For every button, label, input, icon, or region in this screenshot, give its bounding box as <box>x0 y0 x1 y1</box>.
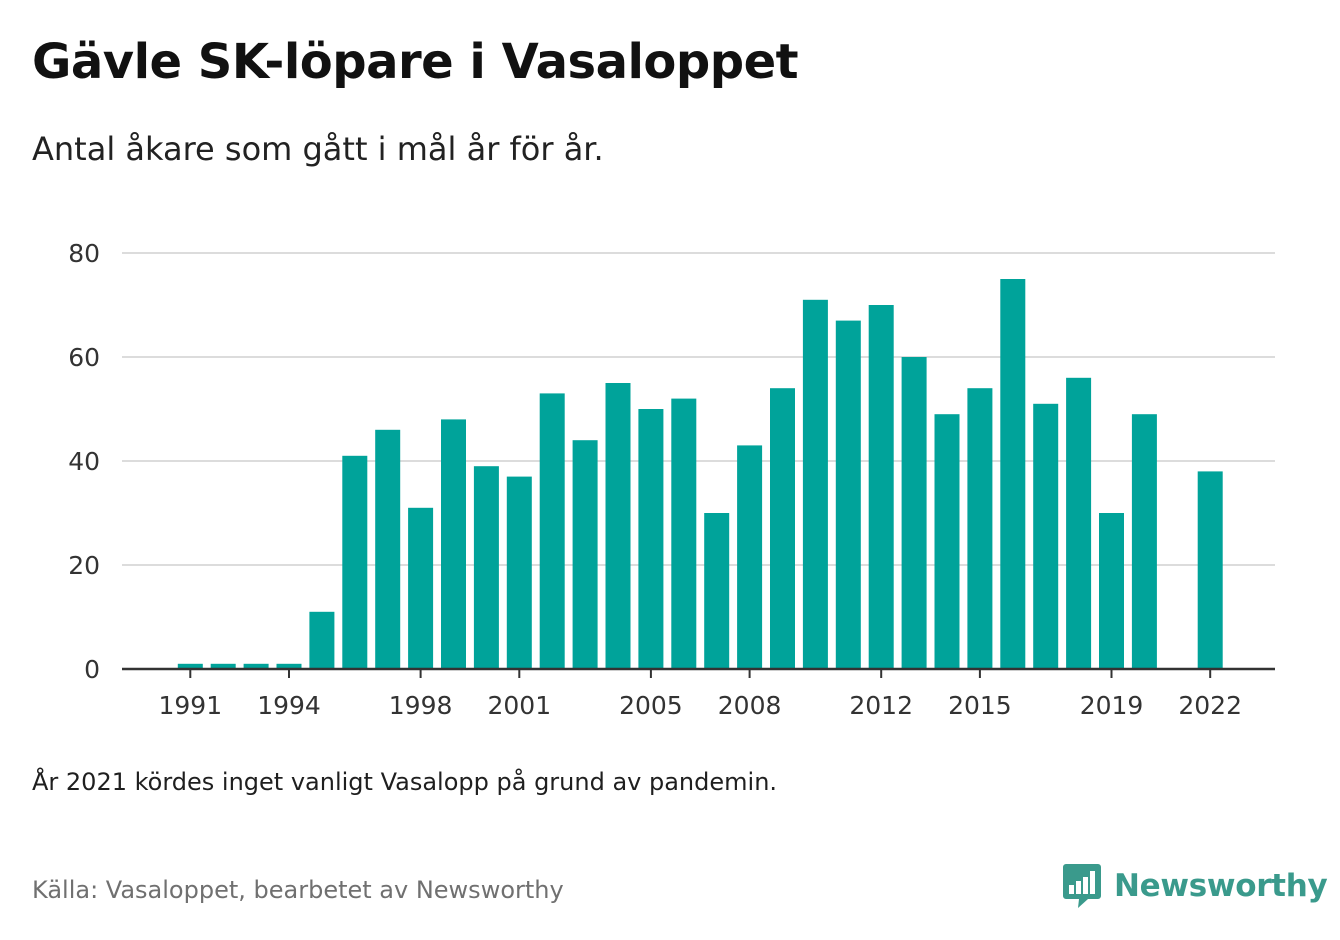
bar <box>177 663 203 669</box>
bar-chart: 0 20 40 60 80 1991 1994 1998 2001 2005 2008 2012 20… <box>68 239 1275 720</box>
bar <box>868 305 894 669</box>
y-axis-labels: 0 20 40 60 80 <box>68 239 100 684</box>
bar <box>342 455 368 669</box>
bar <box>473 466 499 669</box>
x-tick-label: 2022 <box>1178 691 1242 720</box>
brand-logo: Newsworthy <box>1062 862 1328 910</box>
bar <box>1000 279 1026 669</box>
bars <box>177 279 1223 669</box>
footnote: År 2021 kördes inget vanligt Vasalopp på… <box>32 768 778 796</box>
y-tick-label: 60 <box>68 343 100 372</box>
bar <box>901 357 927 669</box>
y-tick-label: 0 <box>84 655 100 684</box>
bar <box>802 299 828 669</box>
x-tick-label: 1991 <box>158 691 222 720</box>
bar <box>1131 414 1157 669</box>
bar <box>276 663 302 669</box>
bar <box>408 507 434 669</box>
bar <box>506 476 532 669</box>
bar <box>375 429 401 669</box>
bar <box>737 445 763 669</box>
bar <box>638 409 664 669</box>
x-tick-label: 2012 <box>849 691 913 720</box>
x-tick-label: 1994 <box>257 691 321 720</box>
x-tick-label: 2008 <box>718 691 782 720</box>
source-credit: Källa: Vasaloppet, bearbetet av Newswort… <box>32 876 564 904</box>
bar <box>1033 403 1059 669</box>
x-tick-label: 2019 <box>1080 691 1144 720</box>
bar <box>835 320 861 669</box>
bar <box>770 388 795 669</box>
x-tick-label: 2005 <box>619 691 683 720</box>
bar <box>1197 471 1223 669</box>
y-tick-label: 20 <box>68 551 100 580</box>
x-tick-label: 1998 <box>389 691 453 720</box>
bar <box>210 663 236 669</box>
bar <box>309 611 335 669</box>
bar-chart-speech-bubble-icon <box>1063 864 1101 908</box>
bar <box>441 419 466 669</box>
bar <box>539 393 565 669</box>
bar <box>572 440 598 669</box>
x-axis <box>122 667 1275 678</box>
bar <box>1066 377 1092 669</box>
chart-title: Gävle SK-löpare i Vasaloppet <box>32 34 799 90</box>
chart-subtitle: Antal åkare som gått i mål år för år. <box>32 130 604 168</box>
bar <box>967 388 993 669</box>
bar <box>704 513 730 669</box>
brand-name: Newsworthy <box>1114 868 1328 904</box>
x-axis-labels: 1991 1994 1998 2001 2005 2008 2012 2015 2019 2022 <box>158 691 1242 720</box>
x-tick-label: 2001 <box>487 691 551 720</box>
bar <box>671 398 697 669</box>
bar <box>605 383 631 669</box>
y-tick-label: 40 <box>68 447 100 476</box>
bar <box>243 663 269 669</box>
bar <box>1099 513 1124 669</box>
x-tick-label: 2015 <box>948 691 1012 720</box>
bar <box>934 414 960 669</box>
y-tick-label: 80 <box>68 239 100 268</box>
